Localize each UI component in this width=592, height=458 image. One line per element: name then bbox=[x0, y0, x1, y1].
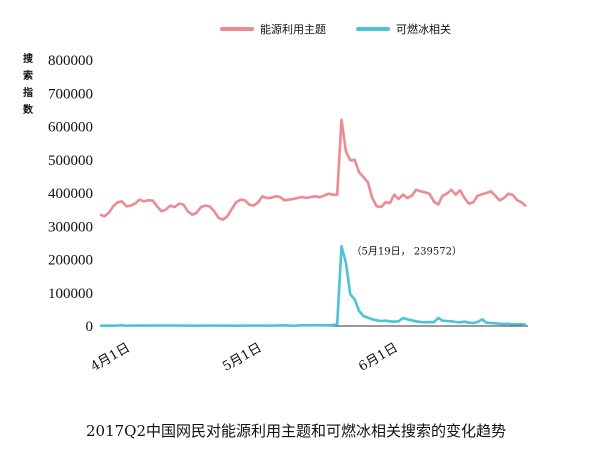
y-axis-label-char: 索 bbox=[23, 69, 33, 82]
peak-annotation: （5月19日， 239572） bbox=[352, 245, 462, 257]
y-tick-label: 600000 bbox=[48, 120, 93, 136]
x-tick-label: 5月1日 bbox=[220, 340, 264, 374]
y-axis-ticks: 0 100000 200000 300000 400000 500000 600000 700… bbox=[48, 53, 93, 335]
y-tick-label: 400000 bbox=[48, 186, 93, 202]
x-tick-label: 4月1日 bbox=[88, 340, 132, 374]
y-tick-label: 200000 bbox=[48, 253, 93, 269]
y-axis-label-char: 搜 bbox=[23, 52, 34, 65]
y-tick-label: 800000 bbox=[48, 53, 93, 69]
series-line-1 bbox=[99, 118, 527, 221]
legend-label: 能源利用主题 bbox=[260, 22, 326, 36]
x-tick-label: 6月1日 bbox=[356, 340, 400, 374]
y-tick-label: 300000 bbox=[48, 219, 93, 235]
series-lines bbox=[99, 118, 527, 328]
series-line-2 bbox=[100, 245, 527, 328]
y-tick-label: 500000 bbox=[48, 153, 93, 169]
y-tick-label: 700000 bbox=[48, 86, 93, 102]
y-tick-label: 0 bbox=[86, 319, 94, 335]
x-axis-ticks: 4月1日 5月1日 6月1日 bbox=[88, 340, 400, 374]
y-axis-label-char: 数 bbox=[23, 103, 34, 116]
legend: 能源利用主题 可燃冰相关 bbox=[220, 22, 451, 36]
y-tick-label: 100000 bbox=[48, 286, 93, 302]
annotations: （5月19日， 239572） bbox=[352, 245, 462, 257]
chart-caption: 2017Q2中国网民对能源利用主题和可燃冰相关搜索的变化趋势 bbox=[85, 422, 507, 440]
y-axis-label-char: 指 bbox=[23, 86, 33, 99]
legend-label: 可燃冰相关 bbox=[396, 22, 451, 36]
